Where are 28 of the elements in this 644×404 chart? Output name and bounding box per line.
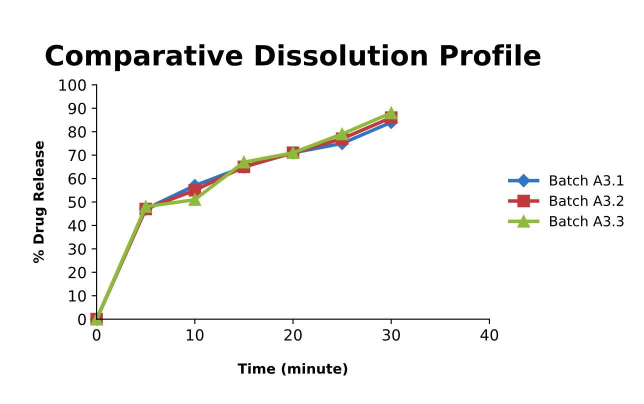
x-tick-label: 10	[186, 329, 204, 341]
x-tick-label: 40	[480, 329, 498, 341]
y-tick-label: 30	[68, 243, 86, 255]
y-tick-label: 60	[68, 173, 86, 185]
legend-label: Batch A3.2	[550, 195, 624, 206]
point	[238, 156, 250, 168]
x-tick-label: 20	[284, 329, 302, 341]
y-tick-label: 70	[68, 150, 86, 162]
x-tick-label: 0	[92, 329, 100, 341]
y-tick-label: 80	[68, 126, 86, 138]
y-tick-label: 100	[59, 79, 86, 91]
y-tick-label: 0	[78, 314, 86, 326]
x-tick-label: 30	[382, 329, 400, 341]
point	[384, 106, 398, 120]
legend-label: Batch A3.3	[550, 216, 624, 226]
point	[188, 193, 202, 206]
y-tick-label: 20	[68, 266, 86, 278]
point	[139, 200, 152, 213]
point	[188, 184, 202, 197]
x-axis-title: Time (minute)	[238, 363, 348, 376]
chart-title: Comparative Dissolution Profile	[46, 44, 540, 72]
y-tick-label: 90	[68, 102, 86, 114]
y-tick-label: 50	[68, 196, 86, 208]
y-tick-label: 40	[68, 220, 86, 232]
point	[336, 128, 348, 140]
legend-label: Batch A3.1	[550, 174, 624, 186]
y-tick-label: 10	[69, 290, 86, 302]
y-axis-title: % Drug Release	[33, 141, 47, 264]
